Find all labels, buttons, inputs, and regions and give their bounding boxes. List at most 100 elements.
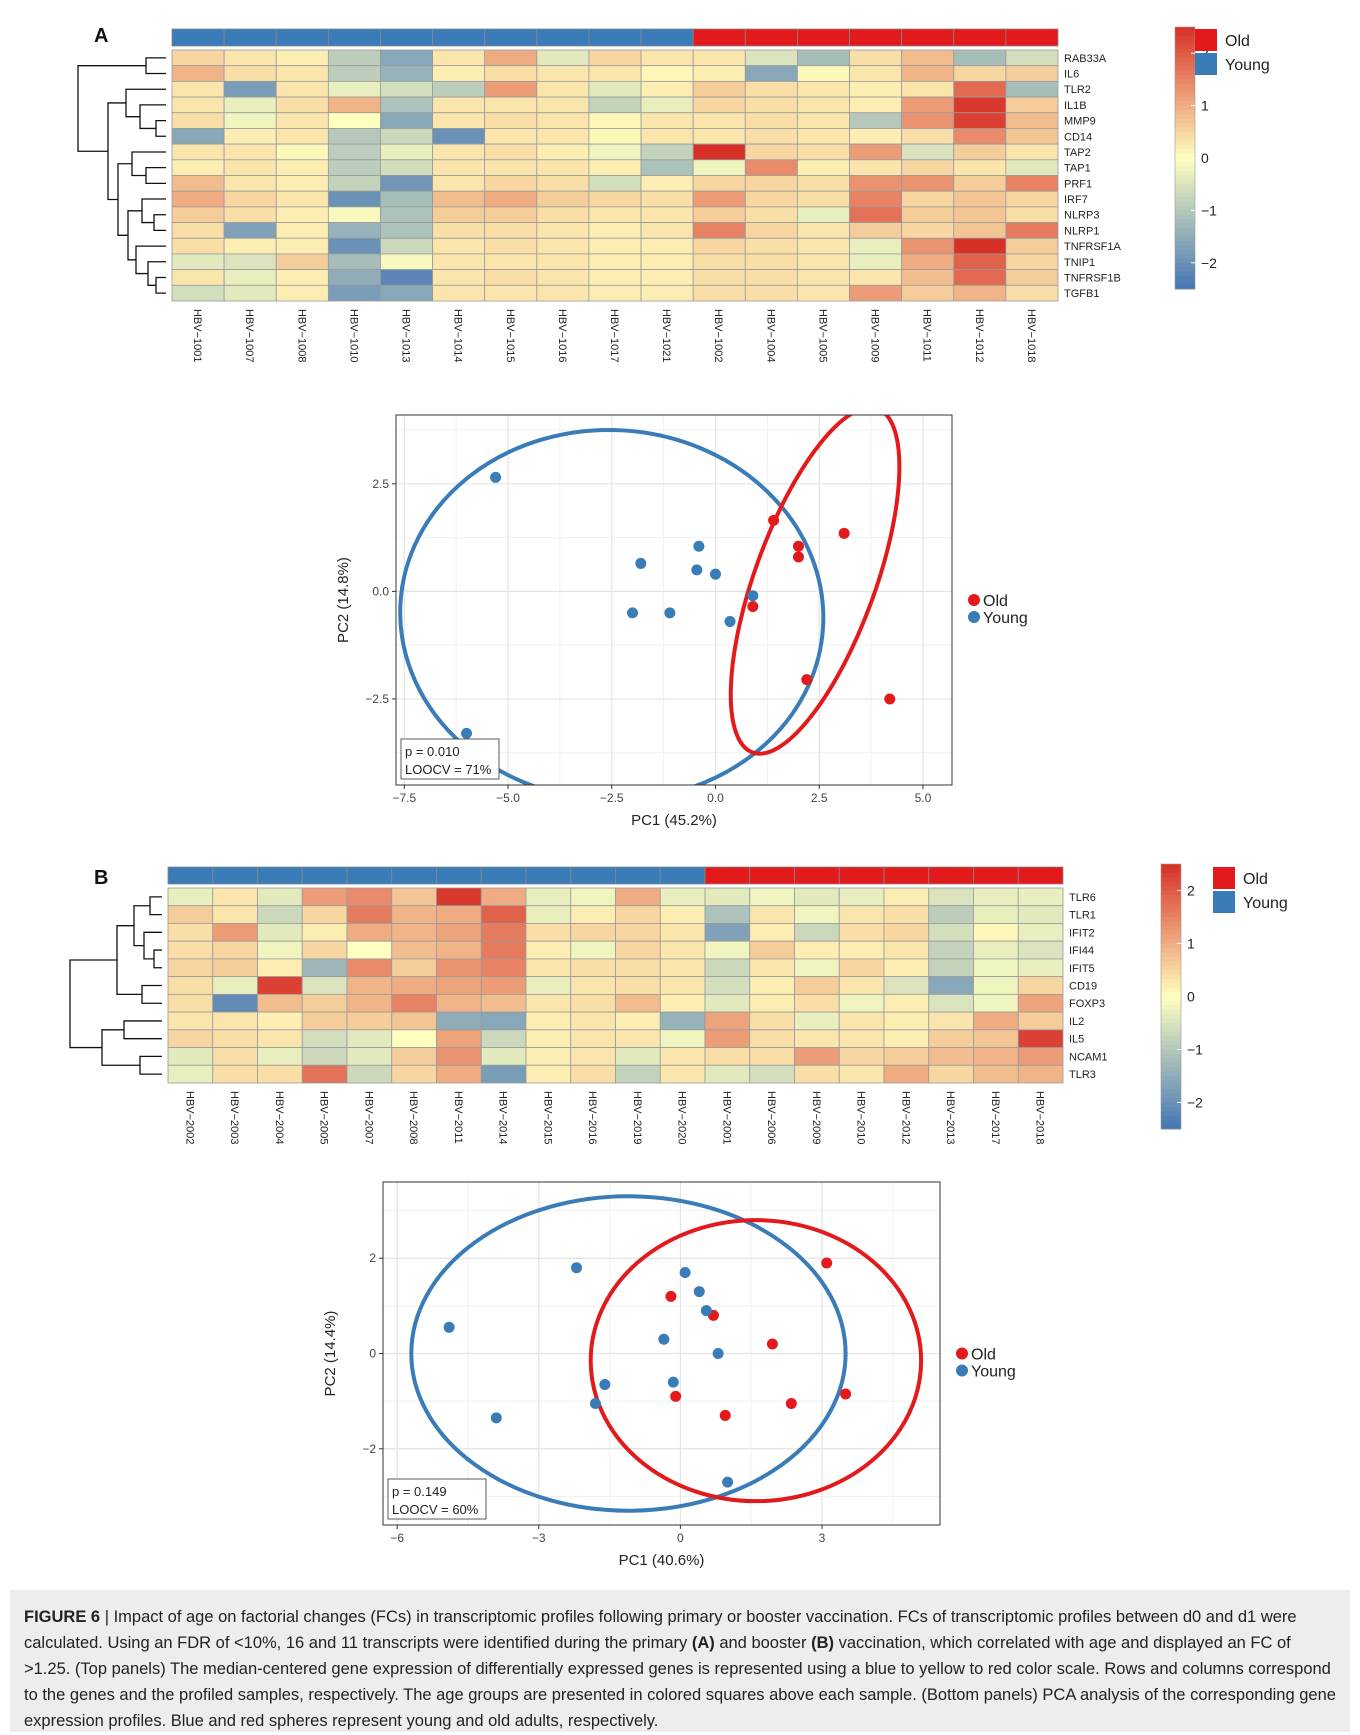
heatmap-cell xyxy=(704,976,751,995)
color-scale-step xyxy=(1175,149,1195,155)
point-old xyxy=(665,1290,677,1302)
color-scale-step xyxy=(1175,245,1195,251)
dendrogram-branch xyxy=(153,214,166,232)
gene-label: TNFRSF1B xyxy=(1064,272,1121,284)
point-old xyxy=(768,514,780,526)
color-scale-step xyxy=(1161,956,1181,962)
heatmap-cell xyxy=(883,1011,930,1031)
heatmap-cell xyxy=(484,65,538,82)
color-scale-step xyxy=(1161,1111,1181,1117)
heatmap-cell xyxy=(794,1047,840,1066)
color-scale-step xyxy=(1161,899,1181,905)
heatmap-cell xyxy=(380,96,433,114)
x-tick-label: 0 xyxy=(677,1531,684,1545)
y-axis-label: PC2 (14.4%) xyxy=(322,1311,339,1397)
point-old xyxy=(840,1388,852,1400)
color-scale-step xyxy=(1175,158,1195,163)
plot-frame xyxy=(395,414,953,786)
heatmap-cell xyxy=(327,96,381,114)
heatmap-cell xyxy=(432,175,486,192)
heatmap-cell xyxy=(615,1047,661,1066)
legend-dot-young xyxy=(956,1364,968,1377)
heatmap-cell xyxy=(794,993,840,1013)
color-scale-step xyxy=(1161,947,1181,953)
heatmap-cell xyxy=(436,1011,482,1031)
color-scale-step xyxy=(1175,61,1195,67)
heatmap-cell xyxy=(301,993,348,1013)
gene-label: TLR6 xyxy=(1069,892,1096,904)
x-tick-label: −7.5 xyxy=(392,791,416,805)
heatmap-cell xyxy=(1017,958,1064,978)
heatmap-cell xyxy=(525,940,572,960)
heatmap-cell xyxy=(570,1029,616,1048)
heatmap-cell xyxy=(570,1011,616,1031)
heatmap-cell xyxy=(901,80,955,98)
ellipse-old xyxy=(588,1218,924,1504)
heatmap-cell xyxy=(212,958,258,978)
heatmap-cell xyxy=(704,993,751,1013)
heatmap-cell xyxy=(212,1064,258,1084)
heatmap-cell xyxy=(849,65,903,82)
heatmap-cell xyxy=(167,940,214,960)
heatmap-cell xyxy=(167,958,214,978)
gene-label: IRF7 xyxy=(1064,194,1088,206)
color-scale-step xyxy=(1175,27,1195,32)
color-scale-step xyxy=(1175,31,1195,37)
color-scale-tick-label: −2 xyxy=(1201,255,1217,271)
dendrogram-branch xyxy=(147,261,166,286)
color-scale-step xyxy=(1161,974,1181,980)
heatmap-cell xyxy=(692,206,746,223)
heatmap-cell xyxy=(301,940,348,960)
heatmap-cell xyxy=(167,905,214,924)
gene-label: TGFB1 xyxy=(1064,288,1099,300)
heatmap-cell xyxy=(480,958,527,978)
heatmap-cell xyxy=(171,237,225,255)
heatmap-cell xyxy=(301,1064,348,1084)
heatmap-cell xyxy=(167,923,214,942)
heatmap-cell xyxy=(640,269,694,286)
sample-label: HBV−1009 xyxy=(869,309,881,363)
heatmap-cell xyxy=(380,159,433,176)
heatmap-a: RAB33A IL6 TLR2 IL1B MMP9 CD14 TAP2 TAP1 PRF1 IRF… xyxy=(77,26,1270,363)
heatmap-cell xyxy=(436,923,482,942)
heatmap-cell xyxy=(1017,1011,1064,1031)
color-scale-tick-label: 1 xyxy=(1201,98,1209,114)
heatmap-cell xyxy=(432,237,486,255)
legend-label-old: Old xyxy=(1225,33,1250,50)
heatmap-cell xyxy=(849,128,903,145)
y-tick-label: −2 xyxy=(362,1442,376,1456)
group-bar-cell xyxy=(659,866,706,885)
sample-label: HBV−2002 xyxy=(183,1091,195,1145)
heatmap-cell xyxy=(391,1064,437,1084)
heatmap-cell xyxy=(327,237,381,255)
heatmap-cell xyxy=(659,940,706,960)
heatmap-cell xyxy=(749,1047,795,1066)
color-scale-step xyxy=(1161,868,1181,874)
dendrogram-branch xyxy=(133,905,150,947)
heatmap-cell xyxy=(794,940,840,960)
point-old xyxy=(766,1338,778,1350)
heatmap-cell xyxy=(346,1029,393,1048)
y-tick-label: 2 xyxy=(369,1251,376,1265)
heatmap-cell xyxy=(588,284,642,302)
heatmap-cell xyxy=(928,887,974,907)
sample-label: HBV−2012 xyxy=(899,1091,911,1145)
heatmap-cell xyxy=(704,940,751,960)
figure-caption: FIGURE 6 | Impact of age on factorial ch… xyxy=(10,1590,1350,1732)
heatmap-cell xyxy=(928,976,974,995)
heatmap-cell xyxy=(171,190,225,208)
point-young xyxy=(700,1305,712,1317)
color-scale-tick-label: 0 xyxy=(1201,150,1209,166)
legend-swatch-young xyxy=(1213,891,1235,913)
color-scale-step xyxy=(1175,175,1195,181)
heatmap-cell xyxy=(1005,143,1059,161)
heatmap-cell xyxy=(953,112,1007,129)
heatmap-cell xyxy=(588,206,642,223)
heatmap-cell xyxy=(838,905,885,924)
heatmap-cell xyxy=(380,222,433,239)
group-bar-cell xyxy=(794,866,840,885)
heatmap-cell xyxy=(275,80,329,98)
heatmap-cell xyxy=(640,253,694,271)
heatmap-cell xyxy=(883,958,930,978)
heatmap-cell xyxy=(257,905,303,924)
